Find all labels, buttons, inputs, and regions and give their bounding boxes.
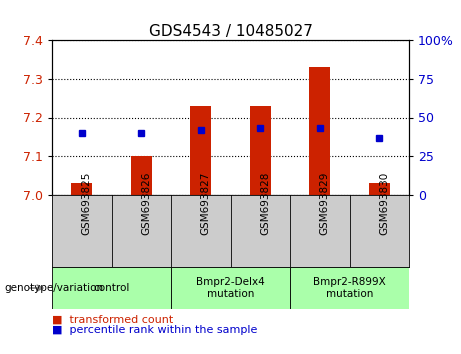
Text: control: control xyxy=(93,283,130,293)
Text: Bmpr2-Delx4
mutation: Bmpr2-Delx4 mutation xyxy=(196,277,265,299)
Text: ■  percentile rank within the sample: ■ percentile rank within the sample xyxy=(52,325,257,335)
Text: GSM693827: GSM693827 xyxy=(201,172,211,235)
Text: GSM693828: GSM693828 xyxy=(260,172,270,235)
Bar xyxy=(131,156,152,195)
Text: GSM693825: GSM693825 xyxy=(82,172,92,235)
Bar xyxy=(309,67,330,195)
Title: GDS4543 / 10485027: GDS4543 / 10485027 xyxy=(148,24,313,39)
Bar xyxy=(369,183,390,195)
Bar xyxy=(190,106,211,195)
Bar xyxy=(52,267,171,309)
Text: ■  transformed count: ■ transformed count xyxy=(52,315,173,325)
Bar xyxy=(171,267,290,309)
Bar xyxy=(71,183,92,195)
Text: GSM693826: GSM693826 xyxy=(141,172,151,235)
Text: GSM693830: GSM693830 xyxy=(379,172,389,235)
Bar xyxy=(250,106,271,195)
Text: GSM693829: GSM693829 xyxy=(320,172,330,235)
Text: Bmpr2-R899X
mutation: Bmpr2-R899X mutation xyxy=(313,277,386,299)
Text: genotype/variation: genotype/variation xyxy=(5,283,104,293)
Bar xyxy=(290,267,409,309)
